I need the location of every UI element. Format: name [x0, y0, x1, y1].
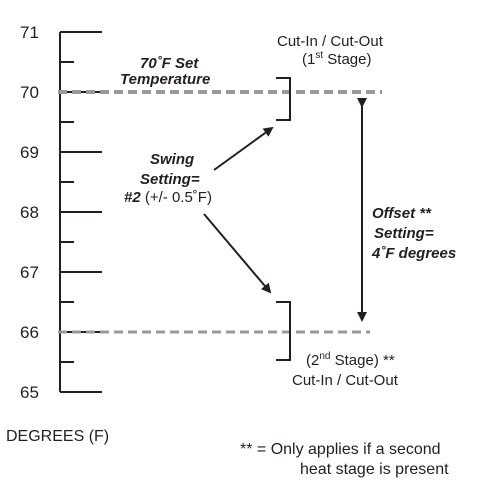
offset-label-line1: Offset **	[372, 205, 432, 222]
stage1-label-line1: Cut-In / Cut-Out	[277, 33, 384, 50]
tick-label-67: 67	[20, 263, 39, 282]
tick-label-70: 70	[20, 83, 39, 102]
scale-tick-marks	[60, 31, 102, 393]
offset-label-line2: Setting=	[374, 225, 434, 242]
footnote-line2: heat stage is present	[300, 461, 449, 478]
tick-label-71: 71	[20, 23, 39, 42]
swing-arrow-to-stage1	[213, 126, 274, 171]
axis-label: DEGREES (F)	[6, 428, 109, 445]
swing-arrow-to-stage2	[203, 213, 272, 294]
swing-label-line1: Swing	[150, 151, 194, 168]
stage1-label-line2: (1st Stage)	[302, 50, 372, 68]
set-temperature-label-line2: Temperature	[120, 71, 210, 88]
swing-label-line3: #2 (+/- 0.5˚F)	[124, 189, 212, 206]
tick-label-65: 65	[20, 383, 39, 402]
stage2-label-line2: Cut-In / Cut-Out	[292, 372, 399, 389]
scale-tick-labels: 71 70 69 68 67 66 65	[20, 23, 39, 402]
tick-label-66: 66	[20, 323, 39, 342]
offset-label-line3: 4˚F degrees	[371, 245, 456, 262]
stage2-label-line1: (2nd Stage) **	[306, 351, 395, 369]
temperature-scale	[59, 31, 102, 393]
tick-label-68: 68	[20, 203, 39, 222]
stage1-swing-bracket	[276, 77, 291, 121]
set-temperature-label-line1: 70˚F Set	[140, 55, 199, 72]
footnote-line1: ** = Only applies if a second	[240, 441, 441, 458]
swing-label-line2: Setting=	[140, 171, 200, 188]
stage2-swing-bracket	[276, 301, 291, 361]
tick-label-69: 69	[20, 143, 39, 162]
